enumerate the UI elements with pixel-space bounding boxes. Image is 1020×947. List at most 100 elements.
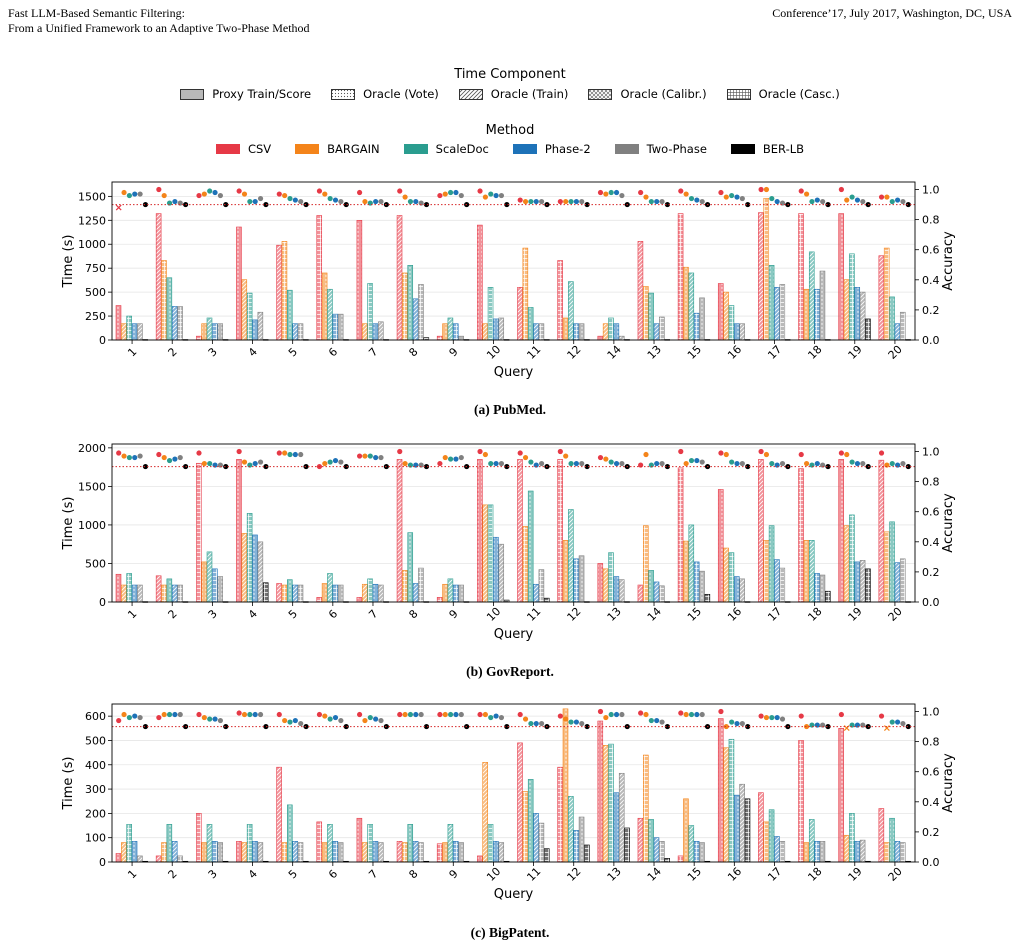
x-tick-label-q14: 14 xyxy=(645,605,664,624)
bar-phase-2-q17 xyxy=(774,287,780,341)
accuracy-point-bargain-q7 xyxy=(362,453,368,459)
accuracy-point-bargain-q2 xyxy=(161,454,167,461)
accuracy-point-phase-2-q2 xyxy=(172,711,178,718)
bar-phase-2-q14 xyxy=(613,323,620,341)
accuracy-point-two-phase-q7 xyxy=(378,198,384,205)
bar-two-phase-q15 xyxy=(699,297,705,341)
bar-scaledoc-q9 xyxy=(447,578,454,603)
bar-phase-2-q10 xyxy=(493,318,499,341)
bar-scaledoc-q20 xyxy=(889,521,895,603)
accuracy-point-scaledoc-q1 xyxy=(126,192,132,199)
bar-csv-q13 xyxy=(637,241,644,341)
legend-label: ScaleDoc xyxy=(435,142,489,156)
bar-ber-lb-q14 xyxy=(664,858,670,863)
accuracy-point-two-phase-q10 xyxy=(498,714,505,721)
accuracy-miss-csv-q1 xyxy=(115,204,122,211)
accuracy-point-phase-2-q11 xyxy=(533,462,539,468)
bar-scaledoc-q12 xyxy=(568,281,574,341)
bar-bargain-q2 xyxy=(161,260,167,341)
legend-label: Proxy Train/Score xyxy=(212,87,312,101)
bar-scaledoc-q8 xyxy=(407,824,414,863)
bar-scaledoc-q1 xyxy=(126,315,132,341)
bar-scaledoc-q17 xyxy=(768,525,775,603)
accuracy-point-phase-2-q7 xyxy=(373,716,379,722)
x-tick-label-q9: 9 xyxy=(447,867,461,881)
accuracy-point-bargain-q9 xyxy=(442,191,448,197)
accuracy-point-csv-q20 xyxy=(878,450,885,456)
bar-scaledoc-q4 xyxy=(246,513,253,603)
accuracy-point-two-phase-q20 xyxy=(900,460,906,467)
accuracy-point-two-phase-q13 xyxy=(619,711,625,718)
bar-csv-q3 xyxy=(196,813,202,863)
y2-tick-label: 0.0 xyxy=(922,596,940,609)
bar-bargain-q13 xyxy=(602,745,609,863)
accuracy-point-scaledoc-q14 xyxy=(648,462,654,468)
bar-phase-2-q1 xyxy=(131,841,138,863)
bar-csv-q9 xyxy=(436,335,443,341)
bar-scaledoc-q1 xyxy=(126,824,132,863)
x-tick-label-q4: 4 xyxy=(246,867,260,881)
bar-scaledoc-q11 xyxy=(527,779,534,863)
accuracy-point-ber-lb-q1 xyxy=(142,463,149,470)
bar-bargain-q14 xyxy=(643,754,649,863)
bar-bargain-q1 xyxy=(121,584,127,603)
bar-csv-q20 xyxy=(878,808,885,863)
accuracy-point-csv-q9 xyxy=(437,460,443,467)
accuracy-point-phase-2-q11 xyxy=(533,720,539,727)
accuracy-point-ber-lb-q16 xyxy=(745,723,751,730)
accuracy-point-scaledoc-q1 xyxy=(126,714,132,721)
x-tick-label-q8: 8 xyxy=(406,607,420,621)
x-tick-label-q12: 12 xyxy=(565,343,584,362)
bar-phase-2-q4 xyxy=(252,534,258,603)
accuracy-point-ber-lb-q10 xyxy=(504,463,510,470)
bar-scaledoc-q6 xyxy=(327,824,333,863)
accuracy-point-csv-q20 xyxy=(878,713,885,719)
bar-phase-2-q5 xyxy=(292,841,298,863)
bar-phase-2-q15 xyxy=(693,841,700,863)
bar-csv-q16 xyxy=(717,489,724,603)
accuracy-point-scaledoc-q12 xyxy=(568,198,574,205)
x-tick-label-q5: 5 xyxy=(286,607,300,621)
accuracy-point-scaledoc-q19 xyxy=(849,459,855,465)
accuracy-point-phase-2-q15 xyxy=(694,457,700,464)
bar-scaledoc-q17 xyxy=(768,809,775,863)
bar-scaledoc-q3 xyxy=(206,551,213,603)
accuracy-point-bargain-q2 xyxy=(161,192,167,199)
accuracy-point-scaledoc-q12 xyxy=(568,460,574,467)
bar-phase-2-q13 xyxy=(653,323,660,341)
accuracy-point-bargain-q15 xyxy=(683,191,689,197)
accuracy-point-csv-q15 xyxy=(678,448,684,455)
accuracy-point-two-phase-q3 xyxy=(217,192,224,199)
accuracy-point-scaledoc-q14 xyxy=(648,717,654,724)
accuracy-point-two-phase-q17 xyxy=(779,716,786,722)
accuracy-point-two-phase-q5 xyxy=(298,198,304,205)
plot-frame xyxy=(111,181,916,341)
accuracy-point-phase-2-q5 xyxy=(292,197,298,203)
bar-scaledoc-q13 xyxy=(608,552,614,603)
accuracy-point-ber-lb-q13 xyxy=(664,201,671,208)
bar-bargain-q17 xyxy=(763,540,770,603)
y-tick-label: 1500 xyxy=(78,190,106,203)
accuracy-point-bargain-q13 xyxy=(643,194,649,200)
bar-csv-q14 xyxy=(637,584,644,603)
x-tick-label-q4: 4 xyxy=(246,607,260,621)
bar-two-phase-q2 xyxy=(177,855,183,863)
accuracy-point-scaledoc-q16 xyxy=(729,192,735,199)
accuracy-point-bargain-q20 xyxy=(884,194,890,200)
legend-item-oracle-vote: Oracle (Vote) xyxy=(331,87,439,101)
bar-two-phase-q2 xyxy=(177,306,183,341)
accuracy-point-bargain-q12 xyxy=(563,716,569,722)
bar-two-phase-q4 xyxy=(257,842,264,863)
y-tick-label: 200 xyxy=(85,807,106,820)
bar-csv-q17 xyxy=(758,212,764,341)
bar-phase-2-q6 xyxy=(332,841,339,863)
bar-phase-2-q4 xyxy=(252,319,258,341)
bar-bargain-q13 xyxy=(643,286,649,341)
accuracy-point-two-phase-q9 xyxy=(458,711,464,718)
grid-swatch-icon xyxy=(726,88,751,100)
bar-two-phase-q2 xyxy=(177,584,183,603)
accuracy-point-bargain-q2 xyxy=(161,711,167,718)
accuracy-point-two-phase-q1 xyxy=(137,453,143,459)
accuracy-point-phase-2-q9 xyxy=(453,189,459,196)
y2-tick-label: 0.0 xyxy=(922,334,940,347)
